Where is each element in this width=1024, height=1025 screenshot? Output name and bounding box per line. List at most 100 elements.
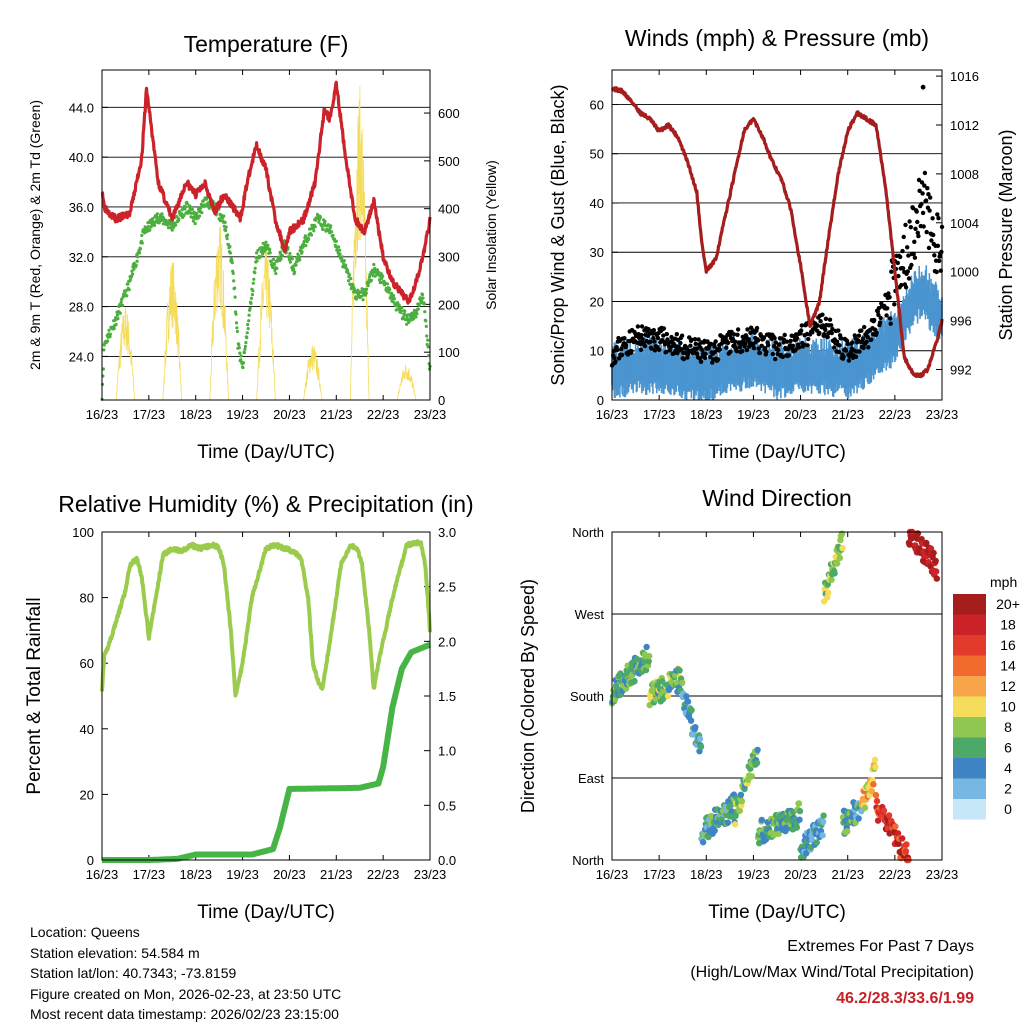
gust-point [898, 254, 903, 260]
gust-point [766, 342, 771, 348]
dewpoint-point [238, 351, 242, 355]
gust-point [903, 222, 908, 228]
dewpoint-point [421, 296, 425, 300]
gust-point [900, 248, 905, 254]
dewpoint-point [246, 323, 250, 327]
dewpoint-point [268, 251, 272, 255]
humidity-ytick-label-right: 1.0 [438, 744, 456, 759]
dewpoint-point [360, 290, 364, 294]
wind-ytick-label-right: 1008 [950, 167, 979, 182]
wind-direction-point [754, 746, 761, 754]
gust-point [906, 276, 912, 281]
dewpoint-point [292, 267, 296, 271]
dewpoint-point [129, 275, 134, 279]
gust-point [755, 338, 761, 343]
gust-point [853, 354, 859, 359]
wind-xtick-label: 22/23 [879, 407, 912, 422]
dewpoint-point [330, 230, 334, 234]
dewpoint-point [202, 198, 206, 203]
dewpoint-point [288, 252, 292, 256]
gust-point [934, 269, 939, 275]
gust-point [728, 349, 733, 354]
dewpoint-point [391, 294, 396, 298]
gust-point [698, 359, 704, 364]
dewpoint-point [312, 229, 316, 233]
gust-point [635, 324, 641, 329]
dewpoint-point [136, 255, 140, 259]
gust-point [745, 327, 750, 332]
gust-point [914, 209, 919, 214]
wind-direction-point [627, 665, 635, 672]
gust-point [916, 233, 921, 239]
wind-direction-point [872, 763, 879, 771]
humidity-ytick-label-right: 1.5 [438, 689, 456, 704]
humidity-xtick-label: 21/23 [320, 867, 353, 882]
gust-point [740, 349, 745, 354]
wind-direction-point [795, 800, 803, 807]
gust-point [827, 317, 833, 322]
gust-point [895, 260, 900, 266]
gust-point [615, 347, 620, 353]
wind-direction-point [825, 589, 832, 597]
dewpoint-point [108, 332, 112, 336]
dewpoint-point [247, 319, 251, 323]
gust-point [805, 343, 810, 348]
gust-point [929, 238, 934, 243]
dewpoint-point [195, 211, 199, 216]
dewpoint-point [273, 268, 277, 272]
gust-point [799, 323, 804, 328]
gust-point [756, 346, 761, 351]
gust-point [702, 355, 708, 361]
dewpoint-point [152, 223, 157, 227]
gust-point [901, 234, 906, 240]
gust-point [928, 195, 933, 200]
gust-point [623, 343, 629, 348]
gust-point [846, 358, 852, 363]
dewpoint-point [338, 248, 342, 252]
dewpoint-point [399, 309, 403, 313]
dewpoint-point [245, 336, 249, 340]
gust-point [692, 337, 698, 342]
gust-point [652, 348, 658, 353]
wind-direction-point [844, 828, 851, 835]
dewpoint-point [346, 279, 351, 283]
gust-point [926, 245, 932, 251]
gust-point [638, 347, 644, 352]
temperature-ytick-label-right: 100 [438, 345, 460, 360]
gust-point [782, 332, 787, 338]
dewpoint-point [412, 317, 416, 321]
gust-point [884, 313, 889, 318]
wind-direction-point [861, 804, 869, 812]
temperature-series [100, 80, 432, 305]
gust-point [923, 198, 929, 203]
dewpoint-point [118, 311, 122, 315]
dewpoint-point [248, 306, 252, 310]
wind-direction-point [933, 575, 940, 582]
dewpoint-point [340, 255, 344, 259]
gust-point [611, 348, 616, 354]
gust-point [655, 335, 661, 341]
dewpoint-point [424, 324, 428, 328]
dewpoint-point [422, 302, 426, 306]
dewpoint-point [132, 267, 136, 271]
dewpoint-point [129, 277, 133, 282]
gust-point [919, 201, 924, 207]
wind-direction-point [613, 682, 620, 689]
wind-xtick-label: 20/23 [784, 407, 817, 422]
wind-ytick-label-right: 1016 [950, 69, 979, 84]
wind-ytick-label-right: 992 [950, 362, 972, 377]
dewpoint-point [251, 289, 255, 293]
temperature-ytick-label: 44.0 [69, 100, 94, 115]
dewpoint-point [266, 243, 270, 247]
wind-direction-point [930, 549, 937, 557]
temperature-xtick-label: 18/23 [179, 407, 212, 422]
gust-point [915, 230, 920, 235]
dewpoint-point [125, 294, 129, 298]
dewpoint-point [313, 225, 317, 229]
dewpoint-point [303, 234, 307, 238]
humidity-ytick-label: 60 [80, 656, 94, 671]
gust-point [668, 344, 674, 350]
gust-point [700, 347, 705, 353]
colorbar-label: 8 [1004, 719, 1012, 735]
gust-point [900, 266, 906, 271]
